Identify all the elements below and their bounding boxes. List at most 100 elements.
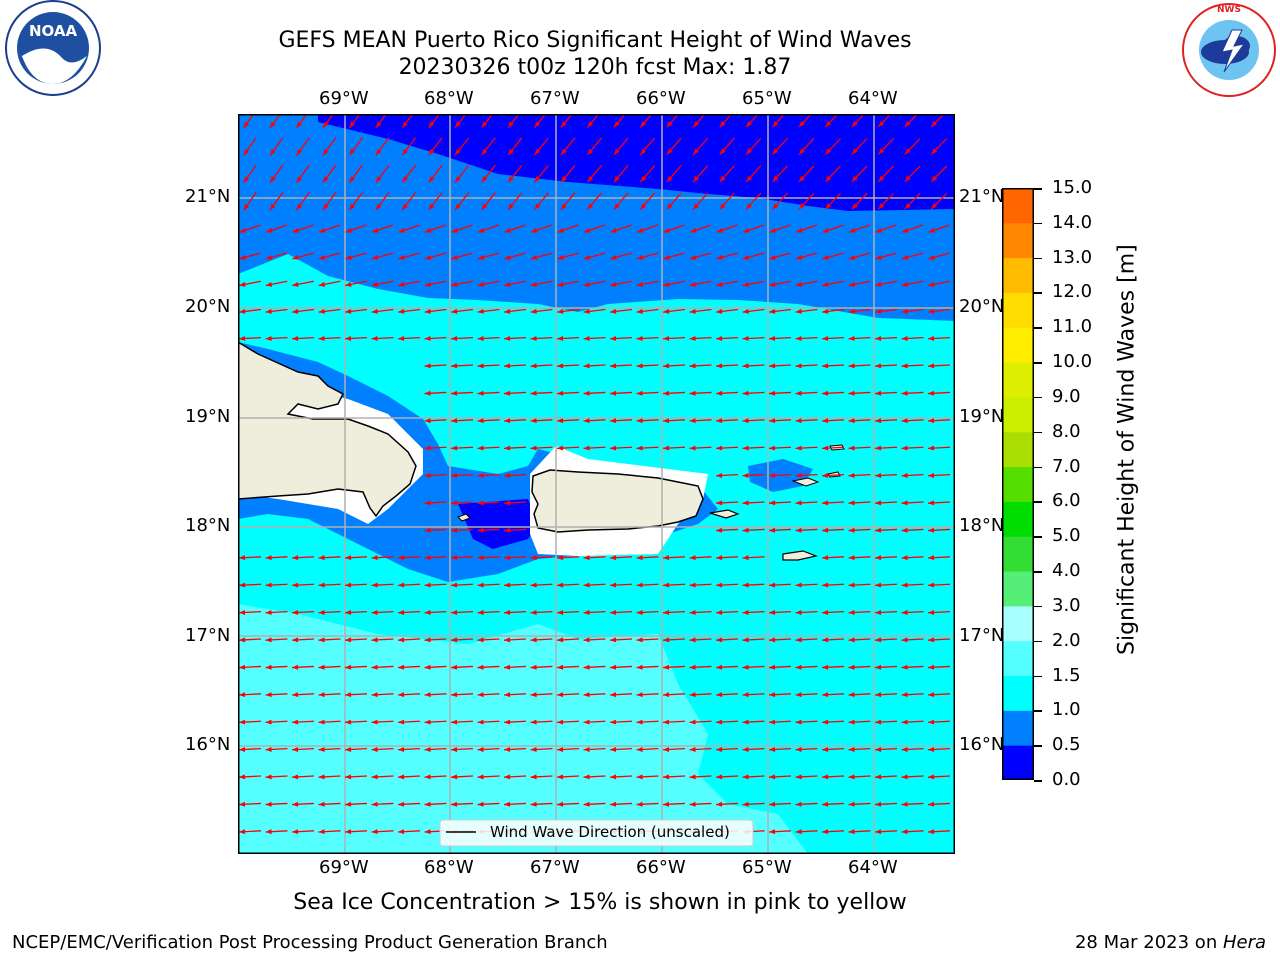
wave-arrow-head [424, 363, 431, 369]
colorbar-tick-mark [1034, 431, 1042, 434]
wave-arrow-head [663, 664, 670, 670]
wave-arrow-head [848, 308, 855, 314]
colorbar-tick-mark [1034, 327, 1042, 329]
colorbar-tick-label: 9.0 [1052, 385, 1081, 407]
wave-arrow-head [265, 254, 273, 260]
wave-arrow-head [530, 664, 537, 670]
wave-arrow-head [345, 746, 352, 752]
wave-arrow-head [825, 148, 832, 155]
wave-arrow-head [481, 176, 488, 183]
lon-label-bottom: 65°W [742, 857, 792, 878]
wave-arrow-head [583, 719, 590, 725]
wave-arrow-head [610, 719, 617, 725]
wave-arrow-head [875, 692, 882, 698]
wave-arrow-head [663, 774, 670, 780]
wave-arrow-head [345, 609, 352, 615]
colorbar-tick-mark [1034, 536, 1042, 538]
wave-arrow-head [848, 555, 855, 561]
wave-arrow-head [477, 472, 484, 478]
wave-arrow-head [875, 719, 882, 725]
wave-arrow-head [530, 692, 537, 698]
wave-arrow-head [504, 418, 511, 424]
colorbar-tick-label: 2.0 [1052, 629, 1081, 651]
colorbar-swatch [1002, 501, 1034, 537]
wave-arrow-head [455, 121, 461, 128]
wave-arrow-head [318, 609, 325, 615]
wave-arrow-head [613, 121, 620, 128]
wave-arrow-head [398, 227, 406, 233]
wave-arrow-head [345, 582, 352, 588]
wave-arrow-head [742, 637, 749, 643]
wave-arrow-head [822, 390, 829, 396]
wave-arrow-head [583, 335, 590, 341]
wave-arrow-head [296, 148, 303, 156]
wave-arrow-head [371, 664, 378, 670]
wave-arrow-head [742, 472, 749, 478]
wave-arrow-head [402, 148, 408, 156]
wave-arrow-head [424, 746, 431, 752]
wave-arrow-head [610, 445, 617, 451]
wave-arrow-head [265, 335, 272, 341]
wave-arrow-head [296, 176, 303, 183]
lat-label-left: 19°N [185, 406, 231, 427]
wave-arrow-head [875, 664, 882, 670]
wave-arrow-head [795, 692, 802, 698]
wave-arrow-head [742, 746, 749, 752]
wave-arrow-head [716, 472, 723, 478]
wave-arrow-head [345, 335, 352, 341]
wave-arrow-head [265, 774, 272, 780]
wave-arrow-head [292, 555, 299, 561]
wave-arrow-head [636, 445, 643, 451]
wave-arrow-head [451, 500, 458, 506]
wave-arrow-head [557, 746, 564, 752]
wave-arrow-head [371, 637, 378, 643]
wave-arrow-head [610, 692, 617, 698]
wave-arrow-head [557, 774, 564, 780]
wave-arrow-head [928, 555, 935, 561]
wave-arrow-head [663, 692, 670, 698]
wave-arrow-head [716, 664, 723, 670]
wave-arrow-head [825, 175, 832, 182]
wave-band-0-0.5-mona [458, 499, 538, 549]
wave-arrow-head [530, 281, 538, 287]
wave-arrow-head [530, 637, 537, 643]
wave-arrow-head [716, 692, 723, 698]
wave-arrow-head [875, 445, 882, 451]
wave-arrow-head [636, 801, 643, 807]
colorbar-label: Significant Height of Wind Waves [m] [1114, 244, 1140, 655]
wave-arrow-head [398, 801, 405, 807]
wave-arrow-head [292, 254, 299, 260]
wave-arrow-head [904, 148, 911, 155]
colorbar-tick-label: 8.0 [1052, 420, 1081, 442]
wave-arrow-head [349, 203, 356, 211]
wave-arrow-head [795, 418, 802, 424]
wave-arrow-head [928, 254, 935, 260]
colorbar-tick-mark [1034, 257, 1042, 260]
wave-arrow-head [477, 500, 484, 506]
map-panel: Wind Wave Direction (unscaled) [238, 114, 955, 854]
lon-label-top: 65°W [742, 88, 792, 109]
wave-arrow-head [904, 175, 911, 182]
wave-arrow-head [398, 335, 405, 341]
wave-arrow-head [477, 637, 484, 643]
mona-island-land [457, 513, 471, 522]
wave-arrow-head [375, 121, 382, 128]
wave-arrow-head [455, 203, 461, 210]
wave-arrow-head [451, 335, 458, 341]
wave-arrow-head [504, 692, 511, 698]
wave-arrow-head [610, 390, 617, 396]
wave-arrow-head [689, 555, 696, 561]
graticule [238, 114, 955, 854]
wave-arrow-head [265, 746, 272, 752]
wave-arrow-head [693, 175, 700, 183]
wave-arrow-head [508, 121, 514, 128]
wave-arrow-head [663, 390, 670, 396]
wave-arrow-head [424, 281, 432, 287]
wave-arrow-head [402, 121, 408, 128]
wave-arrow-head [848, 363, 855, 369]
wave-arrow-head [663, 308, 670, 314]
wave-arrow-head [875, 582, 882, 588]
wave-arrow-head [822, 335, 829, 341]
wave-arrow-head [560, 203, 567, 210]
wave-arrow-head [610, 418, 617, 424]
